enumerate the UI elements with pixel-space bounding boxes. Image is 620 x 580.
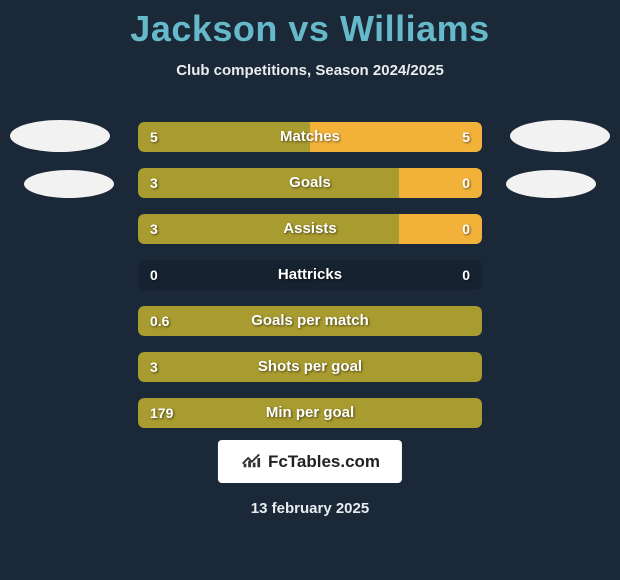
stat-row: 30Goals bbox=[138, 168, 482, 198]
stat-label: Min per goal bbox=[138, 398, 482, 428]
stat-row: 55Matches bbox=[138, 122, 482, 152]
date: 13 february 2025 bbox=[0, 500, 620, 517]
stat-bars: 55Matches 30Goals 30Assists 00Hattricks 0.6G… bbox=[138, 122, 482, 444]
stat-label: Hattricks bbox=[138, 260, 482, 290]
player2-avatar-placeholder bbox=[510, 120, 610, 152]
stat-label: Matches bbox=[138, 122, 482, 152]
player1-name: Jackson bbox=[130, 8, 278, 49]
comparison-title: Jackson vs Williams bbox=[0, 0, 620, 50]
stat-label: Goals bbox=[138, 168, 482, 198]
player2-club-placeholder bbox=[506, 170, 596, 198]
stat-row: 3Shots per goal bbox=[138, 352, 482, 382]
vs-text: vs bbox=[288, 8, 329, 49]
player2-name: Williams bbox=[340, 8, 490, 49]
stat-row: 179Min per goal bbox=[138, 398, 482, 428]
branding: FcTables.com bbox=[218, 440, 402, 483]
branding-text: FcTables.com bbox=[268, 452, 380, 472]
stat-row: 00Hattricks bbox=[138, 260, 482, 290]
stat-label: Shots per goal bbox=[138, 352, 482, 382]
player1-avatar-placeholder bbox=[10, 120, 110, 152]
player1-club-placeholder bbox=[24, 170, 114, 198]
stat-label: Assists bbox=[138, 214, 482, 244]
subtitle: Club competitions, Season 2024/2025 bbox=[0, 62, 620, 79]
chart-icon bbox=[240, 448, 262, 475]
stat-label: Goals per match bbox=[138, 306, 482, 336]
stat-row: 30Assists bbox=[138, 214, 482, 244]
stat-row: 0.6Goals per match bbox=[138, 306, 482, 336]
